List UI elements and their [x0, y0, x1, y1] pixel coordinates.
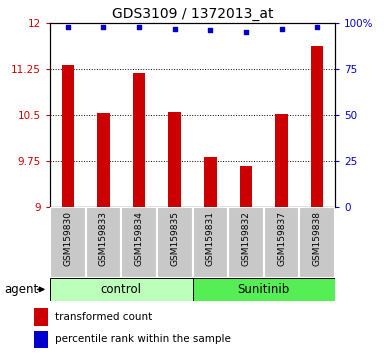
Text: Sunitinib: Sunitinib [238, 283, 290, 296]
Point [207, 28, 213, 33]
Text: control: control [101, 283, 142, 296]
Point [100, 24, 107, 29]
Bar [50, 278, 192, 301]
Point [136, 24, 142, 29]
Bar [50, 207, 85, 278]
Text: GSM159838: GSM159838 [313, 211, 321, 266]
Bar [62, 65, 74, 207]
Bar [121, 207, 157, 278]
Text: GSM159837: GSM159837 [277, 211, 286, 266]
Bar [192, 207, 228, 278]
Text: GSM159830: GSM159830 [64, 211, 72, 266]
Text: GSM159833: GSM159833 [99, 211, 108, 266]
Bar [97, 113, 110, 207]
Text: GSM159832: GSM159832 [241, 211, 250, 266]
Point [243, 29, 249, 35]
Bar [169, 112, 181, 207]
Point [65, 24, 71, 29]
Bar [204, 157, 216, 207]
Title: GDS3109 / 1372013_at: GDS3109 / 1372013_at [112, 7, 273, 21]
Bar [85, 207, 121, 278]
Bar [192, 278, 335, 301]
Bar [228, 207, 264, 278]
Point [172, 26, 178, 32]
Point [278, 26, 285, 32]
Bar [300, 207, 335, 278]
Point [314, 24, 320, 29]
Bar [311, 46, 323, 207]
Bar [34, 331, 48, 348]
Bar [240, 166, 252, 207]
Text: agent: agent [4, 283, 38, 296]
Text: GSM159834: GSM159834 [135, 211, 144, 266]
Text: GSM159831: GSM159831 [206, 211, 215, 266]
Bar [264, 207, 300, 278]
Bar [275, 114, 288, 207]
Text: GSM159835: GSM159835 [170, 211, 179, 266]
Text: transformed count: transformed count [55, 312, 152, 322]
Bar [133, 73, 145, 207]
Bar [157, 207, 192, 278]
Bar [34, 308, 48, 326]
Text: percentile rank within the sample: percentile rank within the sample [55, 335, 230, 344]
